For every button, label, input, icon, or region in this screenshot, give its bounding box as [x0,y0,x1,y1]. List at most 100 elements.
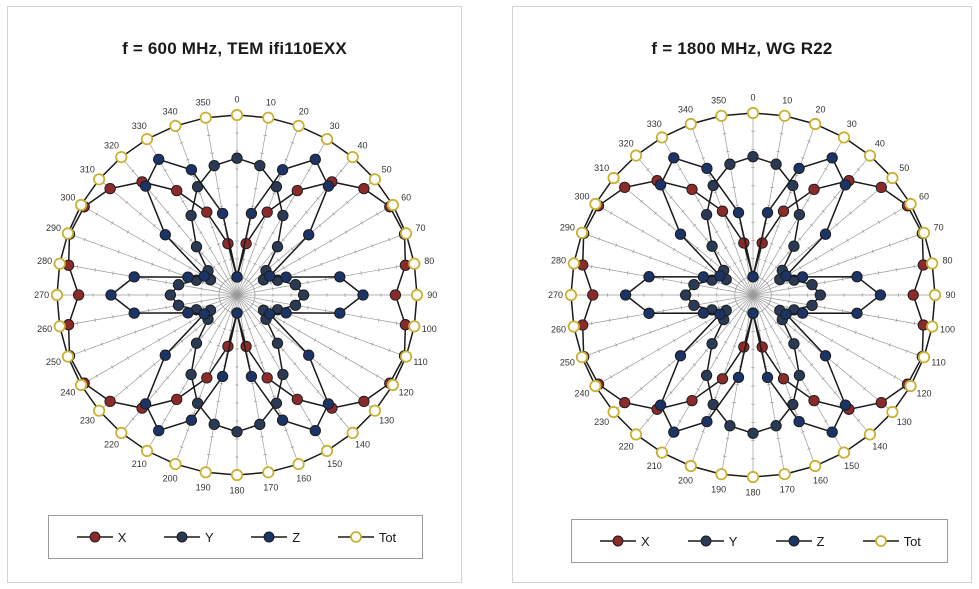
grid-tick [905,349,908,353]
grid-tick [809,363,814,367]
grid-tick [767,284,770,288]
data-point [368,173,381,186]
data-point [61,227,75,240]
grid-tick [332,374,335,378]
grid-tick [732,242,737,245]
grid-tick [276,328,280,332]
grid-tick [284,158,289,161]
grid-tick [766,383,771,386]
grid-tick [112,271,114,275]
grid-tick [329,239,332,243]
grid-tick [318,362,322,367]
grid-tick [738,328,743,331]
data-point [780,270,792,282]
angle-label: 330 [132,121,147,131]
grid-tick [173,329,176,333]
data-point [261,372,273,384]
data-point [216,207,229,220]
angle-label: 330 [647,119,662,129]
grid-tick [692,363,697,367]
data-point [700,208,713,221]
grid-tick [854,330,857,335]
grid-tick [253,324,257,328]
data-point [322,180,335,192]
grid-tick [893,211,897,215]
data-point [93,173,106,186]
data-point [839,399,852,411]
data-point [770,158,782,170]
data-point [105,289,117,301]
data-point [686,394,698,407]
data-point [761,206,774,219]
angle-label: 350 [196,98,211,108]
data-point [358,395,370,408]
grid-tick [220,302,223,306]
data-point [851,271,863,283]
grid-tick [735,383,740,386]
grid-tick [769,242,774,245]
grid-tick [734,296,736,300]
grid-tick [194,258,198,262]
grid-tick [100,342,103,347]
data-point [589,197,602,211]
grid-tick [244,309,248,312]
grid-tick [226,278,230,281]
grid-tick [152,223,156,228]
data-point [589,379,602,393]
data-point [917,351,931,364]
grid-tick [798,237,802,241]
grid-tick [246,279,251,283]
grid-tick [701,430,706,433]
grid-tick [625,366,629,370]
grid-tick [667,223,671,227]
data-point [684,117,697,131]
angle-label: 290 [560,223,575,233]
angle-label: 80 [424,256,434,266]
polar-plot: 0 10 20 30 40 50 60 70 80 90 100 110 120 130 140 150 160… [34,95,437,496]
grid-tick [856,168,860,171]
data-point [701,162,713,175]
angle-label: 60 [919,191,929,201]
legend-marker-tot [862,535,899,547]
grid-tick [316,390,320,393]
data-point [254,159,266,172]
grid-tick [271,286,274,291]
angle-label: 160 [296,474,311,484]
angle-label: 110 [413,357,427,367]
grid-tick [598,237,601,241]
grid-tick [788,299,790,304]
data-point [276,414,289,426]
grid-tick [788,286,790,291]
grid-tick [830,247,834,252]
angle-label: 310 [594,163,609,173]
legend-label: Tot [378,529,397,545]
grid-tick [134,256,137,260]
data-point [309,153,321,166]
data-point [334,307,346,319]
data-point [309,424,321,437]
angle-label: 350 [711,96,726,106]
grid-tick [307,280,309,285]
series-z [105,153,369,437]
data-point [292,119,305,133]
data-point [761,371,774,384]
data-point [399,350,413,363]
data-point [358,182,370,195]
angle-label: 240 [574,389,589,399]
grid-tick [735,204,740,207]
grid-tick [849,375,853,379]
angle-label: 80 [942,256,952,266]
grid-tick [339,417,343,421]
grid-tick [742,309,746,312]
grid-tick [271,356,275,359]
angle-label: 70 [934,223,944,233]
grid-tick [732,186,736,189]
data-point [171,184,183,197]
grid-tick [786,335,790,339]
grid-tick [200,299,203,304]
data-point [619,181,631,194]
data-point [837,131,851,144]
data-point [140,133,154,146]
data-point [322,398,335,410]
data-point [793,208,806,221]
